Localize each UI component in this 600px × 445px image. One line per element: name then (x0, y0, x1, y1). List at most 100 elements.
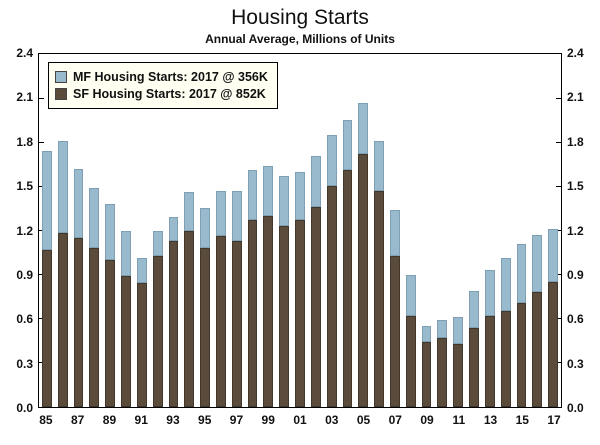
bar-2012 (469, 54, 479, 407)
bar-2000 (279, 54, 290, 407)
sf-segment-2016 (532, 292, 543, 407)
bar-2011 (453, 54, 464, 407)
bar-2013 (484, 54, 495, 407)
bar-2009 (421, 54, 432, 407)
sf-segment-1990 (121, 276, 131, 407)
x-axis-label-85: 85 (39, 413, 53, 427)
bar-1986 (57, 54, 68, 407)
plot-area: MF Housing Starts: 2017 @ 356K SF Housin… (38, 53, 562, 408)
bar-1988 (89, 54, 100, 407)
x-axis-label-17: 17 (547, 413, 561, 427)
bar-1999 (263, 54, 274, 407)
x-axis-label-91: 91 (134, 413, 148, 427)
mf-segment-2003 (326, 134, 337, 187)
mf-segment-2009 (421, 326, 432, 343)
sf-segment-2001 (295, 220, 305, 407)
x-axis-label-97: 97 (229, 413, 244, 427)
y-axis-label-left: 0.3 (16, 356, 33, 371)
bar-1995 (200, 54, 210, 407)
sf-segment-1988 (89, 248, 100, 407)
y-tick-mark (39, 141, 44, 143)
legend-box: MF Housing Starts: 2017 @ 356K SF Housin… (48, 62, 278, 109)
bar-2002 (310, 54, 321, 407)
mf-segment-1991 (136, 258, 147, 284)
sf-segment-1997 (231, 240, 242, 407)
y-axis-label-left: 1.5 (16, 179, 33, 194)
sf-segment-2002 (310, 206, 321, 407)
y-tick-mark (556, 362, 561, 364)
x-axis-label-89: 89 (102, 413, 117, 427)
bar-2003 (326, 54, 337, 407)
mf-segment-2013 (484, 270, 495, 316)
y-axis-label-right: 2.4 (567, 46, 584, 60)
y-axis-label-right: 0.0 (567, 401, 584, 415)
y-axis-label-right: 1.8 (567, 134, 584, 149)
mf-segment-2012 (469, 290, 479, 328)
sf-segment-2017 (548, 281, 558, 407)
x-axis-label-87: 87 (71, 413, 85, 427)
bar-1996 (216, 54, 226, 407)
sf-segment-2003 (326, 186, 337, 407)
mf-segment-2004 (342, 120, 353, 171)
y-axis-label-left: 0.6 (16, 312, 33, 327)
mf-segment-2002 (310, 155, 321, 207)
sf-segment-1985 (42, 249, 52, 407)
mf-segment-1994 (184, 192, 195, 231)
sf-segment-2005 (358, 154, 369, 407)
legend-item-sf: SF Housing Starts: 2017 @ 852K (55, 87, 268, 101)
chart-title: Housing Starts (231, 6, 369, 29)
mf-segment-2010 (437, 320, 448, 338)
bar-1993 (168, 54, 179, 407)
mf-segment-1987 (73, 168, 84, 238)
bar-1998 (247, 54, 258, 407)
mf-segment-2005 (358, 102, 369, 155)
sf-segment-1996 (216, 236, 226, 407)
y-tick-mark (556, 318, 561, 320)
sf-segment-2010 (437, 337, 448, 407)
mf-segment-1997 (231, 190, 242, 241)
mf-segment-2015 (516, 243, 527, 303)
bar-2015 (516, 54, 527, 407)
sf-segment-2008 (405, 315, 416, 407)
sf-segment-1989 (105, 259, 116, 407)
mf-segment-2001 (295, 171, 305, 221)
mf-segment-1996 (216, 190, 226, 237)
y-tick-mark (39, 185, 44, 187)
x-axis-label-95: 95 (198, 413, 212, 427)
x-axis-label-03: 03 (325, 413, 339, 427)
mf-segment-1988 (89, 187, 100, 249)
sf-segment-1993 (168, 240, 179, 407)
sf-segment-1998 (247, 220, 258, 407)
bar-2005 (358, 54, 369, 407)
y-tick-mark (556, 141, 561, 143)
bar-2001 (295, 54, 305, 407)
y-axis-label-left: 0.9 (16, 267, 33, 282)
sf-segment-1994 (184, 230, 195, 407)
y-axis-label-right: 0.3 (567, 356, 584, 371)
y-axis-label-left: 2.4 (16, 46, 33, 60)
bar-2014 (500, 54, 511, 407)
mf-segment-2017 (548, 229, 558, 282)
chart-wrap: MF Housing Starts: 2017 @ 356K SF Housin… (16, 47, 583, 427)
sf-segment-2014 (500, 311, 511, 407)
sf-segment-1995 (200, 248, 210, 407)
y-axis-label-right: 0.9 (567, 267, 584, 282)
y-tick-mark (556, 230, 561, 231)
sf-segment-2015 (516, 302, 527, 407)
sf-segment-2007 (390, 255, 400, 407)
y-axis-label-right: 1.2 (567, 223, 584, 238)
sf-segment-2011 (453, 343, 464, 407)
sf-segment-2000 (279, 226, 290, 407)
bar-1985 (42, 54, 52, 407)
sf-segment-1986 (57, 233, 68, 407)
x-axis-label-11: 11 (452, 413, 466, 427)
legend-item-mf: MF Housing Starts: 2017 @ 356K (55, 70, 268, 84)
x-axis-label-93: 93 (166, 413, 180, 427)
y-tick-mark (39, 230, 44, 231)
x-axis-label-99: 99 (261, 413, 275, 427)
bar-1987 (73, 54, 84, 407)
mf-segment-1992 (152, 230, 163, 256)
mf-segment-2014 (500, 258, 511, 312)
y-tick-mark (39, 362, 44, 364)
